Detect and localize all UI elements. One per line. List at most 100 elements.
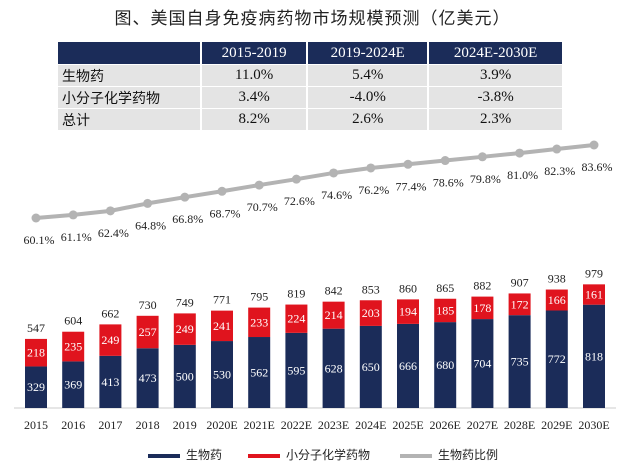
data-label-small-molecule: 172 <box>511 297 529 311</box>
ratio-point <box>291 174 301 184</box>
data-label-total: 819 <box>287 287 305 301</box>
cagr-row-biologics: 生物药 11.0% 5.4% 3.9% <box>58 64 562 87</box>
data-label-small-molecule: 185 <box>436 303 454 317</box>
x-tick-label: 2027E <box>467 418 498 432</box>
data-label-total: 938 <box>548 272 566 286</box>
data-label-biologics: 595 <box>287 363 305 377</box>
ratio-point <box>403 159 413 169</box>
bar-biologics <box>248 337 271 408</box>
ratio-data-label: 64.8% <box>135 218 166 232</box>
data-label-small-molecule: 257 <box>139 325 157 339</box>
bar-small-molecule <box>508 293 531 316</box>
legend-label: 生物药 <box>186 448 223 462</box>
x-tick-label: 2015 <box>24 418 48 432</box>
cagr-row-label: 总计 <box>58 108 202 130</box>
bar-biologics <box>545 310 568 408</box>
ratio-data-label: 62.4% <box>98 226 129 240</box>
ratio-data-label: 81.0% <box>507 168 538 182</box>
x-tick-label: 2017 <box>98 418 122 432</box>
bar-biologics <box>397 323 419 408</box>
legend-swatch-biologics <box>148 453 180 458</box>
data-label-biologics: 650 <box>362 360 380 374</box>
data-label-total: 979 <box>585 266 603 280</box>
x-tick-label: 2019 <box>173 418 197 432</box>
bar-biologics <box>211 341 233 408</box>
x-tick-label: 2028E <box>504 418 535 432</box>
data-label-biologics: 666 <box>399 359 417 373</box>
ratio-data-label: 74.6% <box>321 188 352 202</box>
ratio-point <box>31 213 41 223</box>
data-label-small-molecule: 224 <box>287 312 305 326</box>
bar-small-molecule <box>583 284 605 305</box>
data-label-small-molecule: 233 <box>250 315 268 329</box>
ratio-data-label: 76.2% <box>358 183 389 197</box>
bar-biologics <box>136 348 159 408</box>
data-label-total: 842 <box>325 284 343 298</box>
data-label-biologics: 818 <box>585 349 603 363</box>
bar-small-molecule <box>285 304 308 333</box>
ratio-point <box>217 186 227 196</box>
cagr-header-period: 2024E-2030E <box>428 42 562 65</box>
cagr-cell: 5.4% <box>307 64 430 87</box>
data-label-small-molecule: 235 <box>64 340 82 354</box>
data-label-total: 730 <box>139 298 157 312</box>
legend-item-biologics: 生物药 <box>148 446 222 463</box>
cagr-header-period: 2019-2024E <box>307 42 430 65</box>
x-tick-label: 2023E <box>318 418 349 432</box>
cagr-row-label: 小分子化学药物 <box>58 86 202 109</box>
ratio-point <box>589 140 599 150</box>
bar-biologics <box>99 355 122 408</box>
cagr-cell: 8.2% <box>201 108 309 130</box>
ratio-point <box>105 206 115 216</box>
data-label-biologics: 628 <box>325 361 343 375</box>
x-tick-label: 2024E <box>355 418 386 432</box>
ratio-point <box>143 198 153 208</box>
cagr-row-small-molecule: 小分子化学药物 3.4% -4.0% -3.8% <box>58 86 562 109</box>
bar-small-molecule <box>322 301 345 329</box>
bar-small-molecule <box>471 296 494 320</box>
cagr-row-label: 生物药 <box>58 64 202 87</box>
ratio-point <box>552 144 562 154</box>
x-tick-label: 2018 <box>136 418 160 432</box>
bar-biologics <box>471 319 494 408</box>
bar-small-molecule <box>136 315 159 349</box>
data-label-small-molecule: 203 <box>362 306 380 320</box>
data-label-small-molecule: 249 <box>101 333 119 347</box>
data-label-total: 907 <box>511 275 529 289</box>
data-label-total: 860 <box>399 281 417 295</box>
data-label-total: 662 <box>101 306 119 320</box>
data-label-total: 604 <box>64 314 82 328</box>
bar-small-molecule <box>545 289 568 311</box>
ratio-point <box>254 180 264 190</box>
data-label-total: 771 <box>213 293 231 307</box>
data-label-biologics: 772 <box>548 352 566 366</box>
cagr-cell: 3.4% <box>201 86 309 109</box>
data-label-biologics: 530 <box>213 368 231 382</box>
data-label-biologics: 329 <box>27 380 45 394</box>
chart-title: 图、美国自身免疫病药物市场规模预测（亿美元） <box>114 9 511 29</box>
bar-small-molecule <box>434 298 457 323</box>
bar-small-molecule <box>397 299 419 324</box>
cagr-cell: -3.8% <box>428 86 562 109</box>
cagr-cell: 11.0% <box>201 64 309 87</box>
data-label-total: 865 <box>436 281 454 295</box>
legend-item-ratio: 生物药比例 <box>400 446 498 463</box>
ratio-point <box>180 192 190 202</box>
x-tick-label: 2021E <box>244 418 275 432</box>
bar-biologics <box>583 304 605 408</box>
ratio-data-label: 83.6% <box>582 160 613 174</box>
data-label-biologics: 473 <box>139 371 157 385</box>
ratio-point <box>477 152 487 162</box>
ratio-point <box>366 163 376 173</box>
bar-biologics <box>173 344 196 408</box>
ratio-point <box>440 156 450 166</box>
ratio-data-label: 70.7% <box>247 200 278 214</box>
ratio-data-label: 77.4% <box>396 179 427 193</box>
x-tick-label: 2026E <box>430 418 461 432</box>
data-label-small-molecule: 194 <box>399 305 417 319</box>
data-label-biologics: 369 <box>64 378 82 392</box>
data-label-total: 853 <box>362 282 380 296</box>
ratio-line <box>34 143 596 220</box>
ratio-data-label: 82.3% <box>544 164 575 178</box>
